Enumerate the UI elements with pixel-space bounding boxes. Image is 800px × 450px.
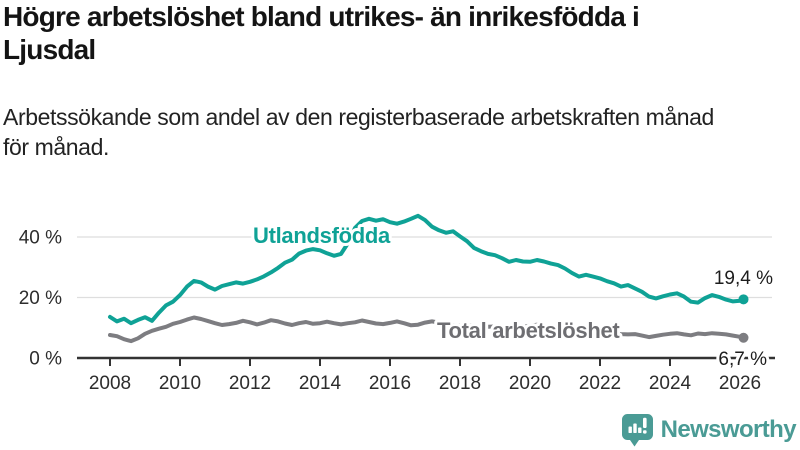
x-tick-label: 2026 <box>719 373 761 394</box>
x-tick-label: 2024 <box>649 373 692 394</box>
y-tick-label: 0 % <box>29 349 62 370</box>
x-tick-label: 2010 <box>159 373 201 394</box>
series-line-utlandsfodda <box>108 213 746 326</box>
chart-title-line-2: Ljusdal <box>3 34 96 65</box>
x-tick-label: 2020 <box>509 373 551 394</box>
newsworthy-logo-text: Newsworthy <box>660 416 797 443</box>
end-value-label-utlandsfodda: 19,4 % <box>714 268 773 289</box>
x-tick-label: 2016 <box>369 373 411 394</box>
chart-title: Högre arbetslöshet bland utrikes- än inr… <box>3 0 797 66</box>
chart-title-line-1: Högre arbetslöshet bland utrikes- än inr… <box>3 1 640 32</box>
end-value-label-total: 6,7 % <box>718 349 767 370</box>
series-label-total: Total arbetslöshet <box>437 318 620 343</box>
series-line-total <box>108 315 746 344</box>
x-tick-label: 2018 <box>439 373 481 394</box>
series-label-utlandsfodda: Utlandsfödda <box>253 223 391 248</box>
newsworthy-icon <box>621 414 653 447</box>
x-tick-label: 2014 <box>299 373 342 394</box>
chart-subtitle: Arbetssökande som andel av den registerb… <box>3 102 797 162</box>
chart-subtitle-line-2: för månad. <box>3 134 109 160</box>
chart-subtitle-line-1: Arbetssökande som andel av den registerb… <box>3 104 714 130</box>
x-tick-label: 2022 <box>579 373 621 394</box>
series-end-dot-total <box>738 332 749 343</box>
y-tick-label: 20 % <box>19 288 62 309</box>
series-end-dot-utlandsfodda <box>738 294 749 305</box>
x-tick-label: 2012 <box>229 373 271 394</box>
newsworthy-logo[interactable]: Newsworthy <box>621 412 797 448</box>
y-tick-label: 40 % <box>19 228 62 249</box>
x-tick-label: 2008 <box>89 373 131 394</box>
